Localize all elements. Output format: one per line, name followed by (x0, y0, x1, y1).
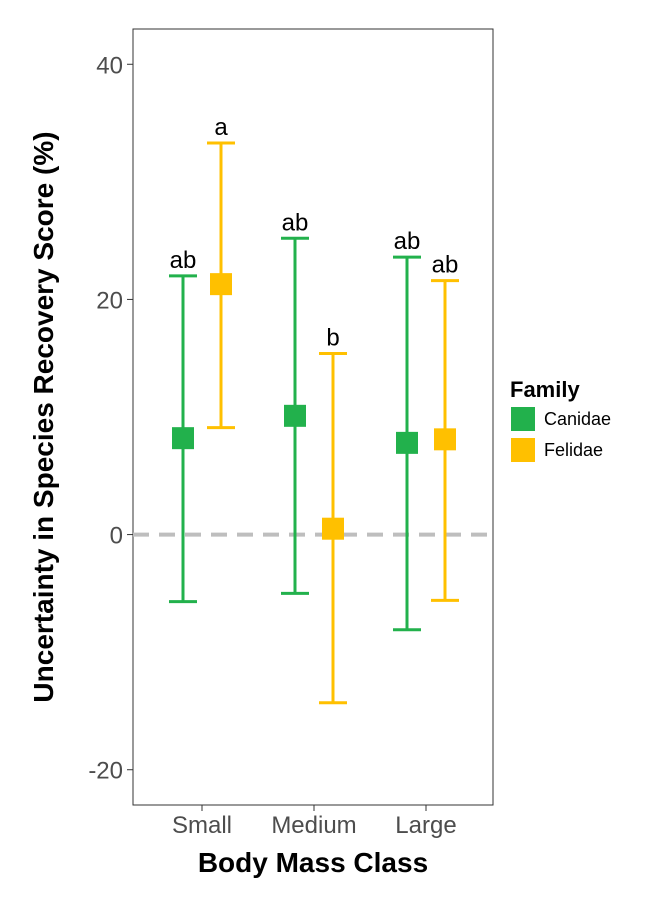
x-tick-label: Large (395, 812, 456, 839)
significance-label: ab (432, 252, 459, 279)
data-point (396, 431, 418, 454)
significance-label: ab (394, 228, 421, 255)
legend-items: Canidae Felidae (511, 407, 611, 462)
data-point (434, 428, 456, 451)
legend-title: Family (510, 377, 580, 402)
y-tick-label: 20 (96, 287, 123, 314)
significance-label: a (214, 114, 228, 141)
significance-label: ab (170, 247, 197, 274)
series-canidae (169, 236, 421, 632)
x-axis-title: Body Mass Class (198, 847, 428, 878)
x-axis: Small Medium Large (172, 805, 457, 839)
x-tick-label: Medium (271, 812, 356, 839)
legend: Family Canidae Felidae (510, 377, 611, 462)
legend-label: Felidae (544, 440, 603, 460)
series-group (169, 141, 459, 705)
y-axis-title: Uncertainty in Species Recovery Score (%… (28, 131, 59, 702)
series-felidae (207, 141, 459, 705)
data-point (322, 517, 344, 540)
legend-key (511, 438, 535, 462)
significance-label: b (326, 325, 339, 352)
legend-label: Canidae (544, 409, 611, 429)
data-point (172, 427, 194, 450)
x-tick-label: Small (172, 812, 232, 839)
y-tick-label: 40 (96, 52, 123, 79)
y-tick-label: 0 (110, 523, 123, 550)
legend-key (511, 407, 535, 431)
data-point (284, 404, 306, 427)
y-tick-label: -20 (88, 758, 123, 785)
significance-label: ab (282, 209, 309, 236)
data-point (210, 273, 232, 296)
y-axis: 40 20 0 -20 (88, 52, 133, 785)
plot-panel (132, 28, 494, 806)
